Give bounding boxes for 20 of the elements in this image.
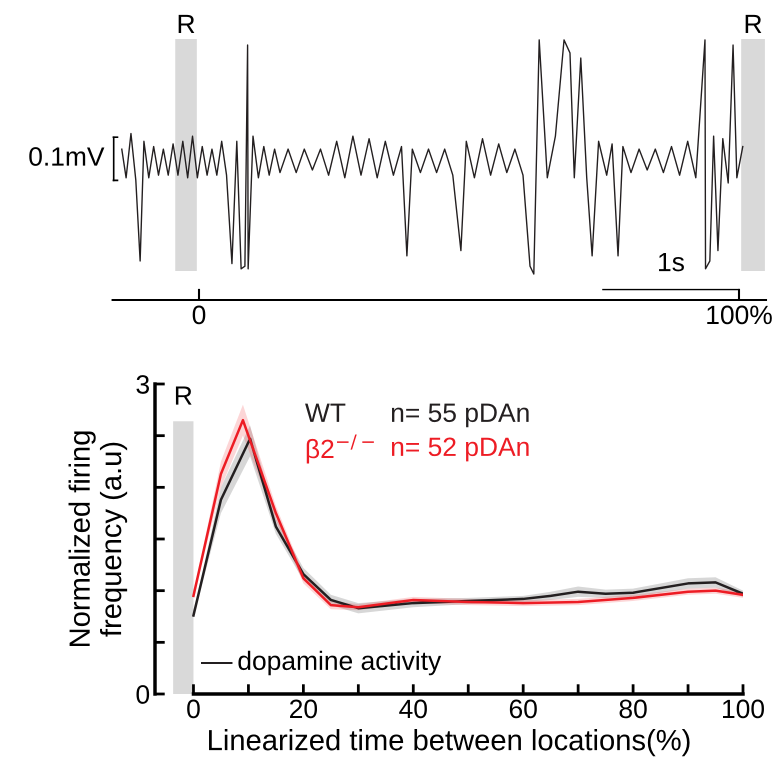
- text: WT: [305, 404, 346, 422]
- x-axis-title: Linearized time between locations(%): [209, 729, 690, 756]
- x-tick-label: 40: [399, 700, 427, 718]
- band-label: R: [746, 14, 762, 34]
- x-tick-label: 100%: [707, 306, 772, 324]
- annotation: dopamine activity: [238, 650, 442, 676]
- series-label: β2$^{−/−}$: [306, 434, 374, 464]
- x-tick-label: 100: [723, 700, 764, 718]
- y-tick-label: 3: [136, 375, 149, 394]
- y-axis-title: Normalized firing frequency (a.u): [68, 431, 128, 646]
- annotation: 1s: [659, 252, 684, 272]
- x-tick-label: 20: [290, 700, 318, 718]
- x-tick-label: 60: [510, 700, 537, 718]
- band-label: R: [178, 14, 194, 34]
- annotation: n= 52 pDAn: [392, 437, 529, 462]
- annotation: n= 55 pDAn: [392, 404, 529, 428]
- x-tick-label: 0: [187, 700, 200, 718]
- band-label: R: [176, 386, 192, 405]
- text: 0.1mV: [29, 147, 104, 166]
- x-tick-label: 80: [620, 700, 647, 718]
